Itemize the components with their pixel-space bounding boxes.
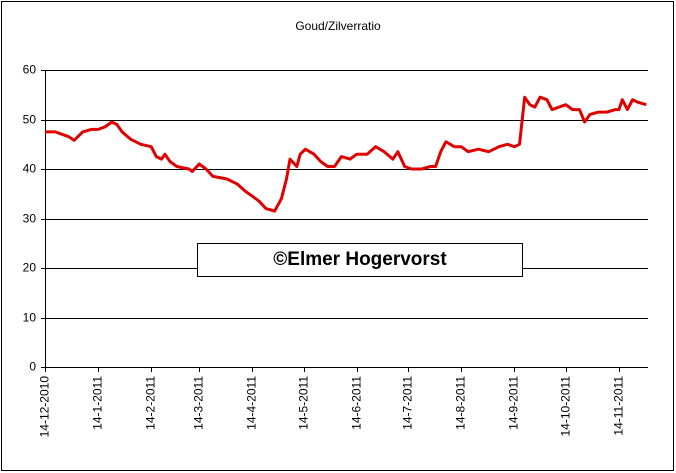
x-tick-label: 14-7-2011 xyxy=(401,376,415,430)
y-tick-label: 40 xyxy=(23,162,37,176)
x-tick-label: 14-6-2011 xyxy=(350,376,364,430)
watermark: ©Elmer Hogervorst xyxy=(273,249,447,270)
x-tick-label: 14-1-2011 xyxy=(91,376,105,430)
x-tick-label: 14-5-2011 xyxy=(297,376,311,430)
watermark-box xyxy=(197,243,523,277)
x-tick-label: 14-2-2011 xyxy=(144,376,158,430)
line-series xyxy=(45,95,647,213)
x-tick-label: 14-11-2011 xyxy=(612,376,626,436)
chart-title: Goud/Zilverratio xyxy=(295,19,381,33)
x-tick-label: 14-9-2011 xyxy=(507,376,521,430)
y-tick-label: 10 xyxy=(23,311,37,325)
y-tick-label: 50 xyxy=(23,113,37,127)
x-tick-label: 14-12-2010 xyxy=(38,376,52,438)
y-tick-label: 20 xyxy=(23,261,37,275)
x-tick-label: 14-8-2011 xyxy=(454,376,468,430)
x-tick-label: 14-3-2011 xyxy=(192,376,206,430)
x-tick-label: 14-4-2011 xyxy=(245,376,259,430)
x-tick-label: 14-10-2011 xyxy=(559,376,573,437)
y-tick-label: 0 xyxy=(29,360,36,374)
y-tick-label: 60 xyxy=(23,63,37,77)
y-tick-label: 30 xyxy=(23,212,37,226)
